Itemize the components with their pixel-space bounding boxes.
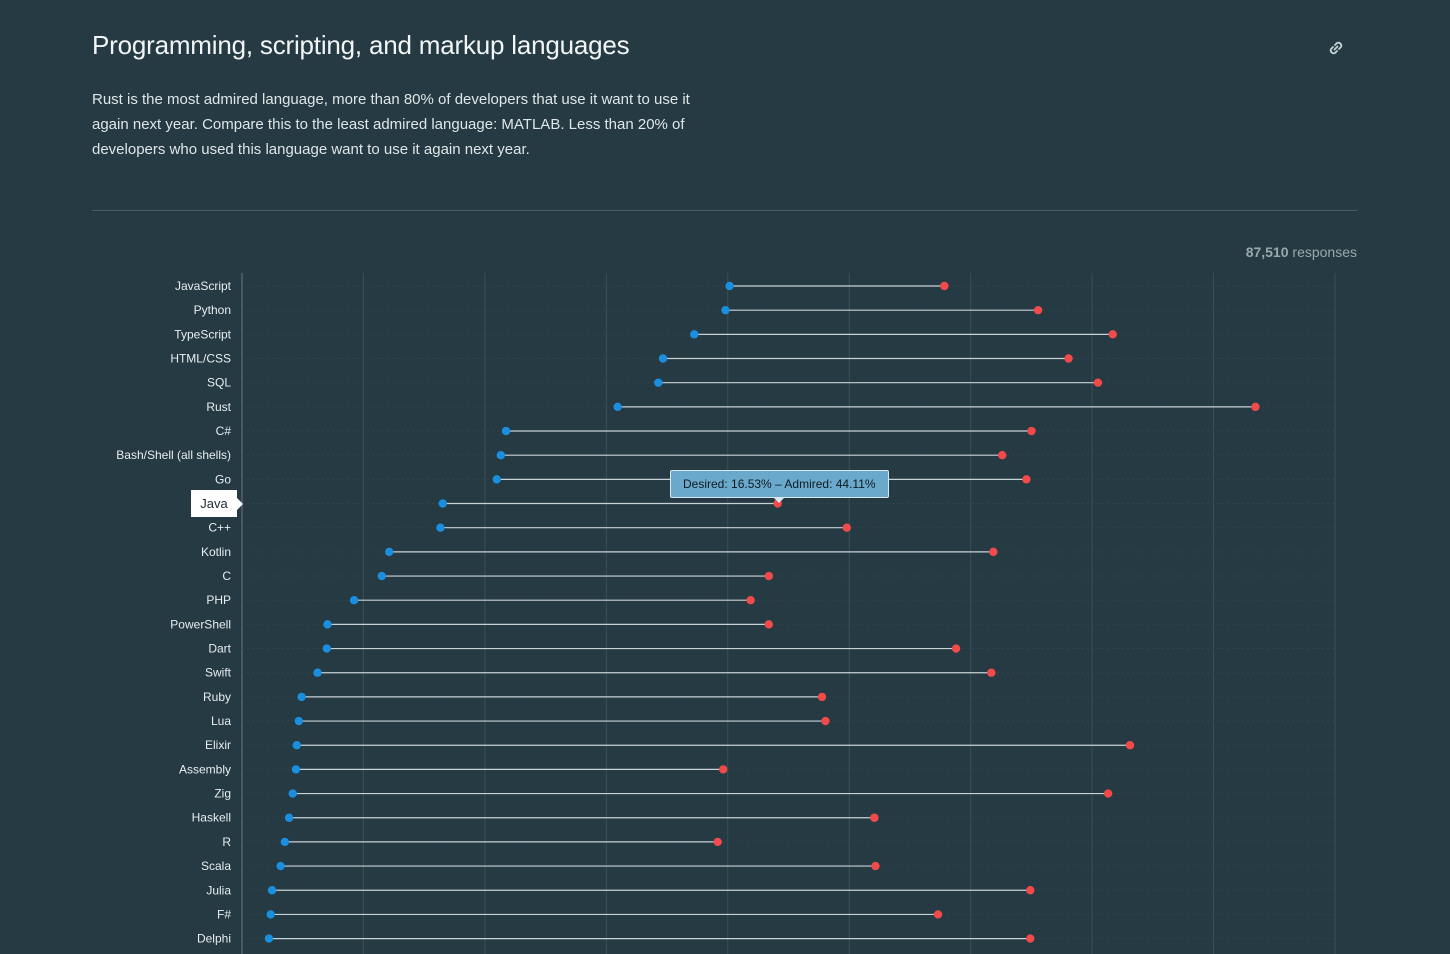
category-label: Go — [215, 472, 231, 486]
category-label: Python — [194, 303, 231, 317]
responses-count: 87,510 responses — [1246, 244, 1357, 260]
category-label: Dart — [208, 642, 231, 656]
category-label: JavaScript — [175, 279, 232, 293]
category-label: Swift — [205, 666, 232, 680]
category-label: Julia — [206, 883, 231, 897]
desired-point — [658, 354, 668, 363]
desired-point — [496, 450, 505, 460]
desired-point — [291, 765, 301, 774]
category-label: C# — [216, 424, 232, 438]
category-label: C++ — [208, 521, 231, 535]
category-label: Zig — [214, 787, 231, 801]
desired-point — [349, 596, 359, 605]
desired-point — [284, 813, 294, 822]
category-label: PowerShell — [170, 617, 231, 631]
desired-point — [294, 716, 304, 726]
desired-point — [276, 861, 285, 871]
admired-point — [870, 813, 879, 822]
category-label: Delphi — [197, 932, 231, 946]
admired-point — [1033, 305, 1043, 315]
highlighted-category-label: Java — [191, 490, 243, 517]
admired-point — [1108, 330, 1117, 339]
admired-point — [746, 596, 755, 605]
admired-point — [1251, 402, 1260, 412]
desired-point — [267, 886, 277, 895]
desired-point — [501, 426, 511, 436]
admired-point — [1026, 886, 1035, 895]
section-divider — [92, 210, 1357, 211]
category-label: Assembly — [179, 762, 231, 776]
admired-point — [1125, 741, 1135, 750]
category-label: Elixir — [205, 738, 231, 752]
desired-point — [313, 668, 322, 677]
desired-point — [264, 934, 274, 943]
desired-point — [492, 475, 501, 484]
category-label: C — [222, 569, 231, 583]
desired-point — [377, 571, 386, 581]
category-label: Bash/Shell (all shells) — [116, 448, 231, 462]
admired-point — [998, 450, 1007, 460]
desired-point — [725, 281, 734, 291]
desired-point — [288, 789, 297, 798]
admired-point — [713, 837, 722, 847]
chart-tooltip: Desired: 16.53% – Admired: 44.11% — [670, 470, 889, 503]
admired-point — [933, 910, 943, 919]
admired-point — [1022, 475, 1031, 484]
admired-point — [842, 523, 851, 532]
responses-label: responses — [1292, 244, 1357, 260]
desired-point — [292, 741, 301, 750]
admired-point — [940, 281, 949, 291]
category-label: Lua — [211, 714, 231, 728]
admired-point — [871, 861, 880, 871]
category-label: Scala — [201, 859, 231, 873]
desired-point — [721, 305, 730, 315]
desired-point — [690, 330, 699, 339]
link-icon-glyph — [1329, 41, 1343, 55]
desired-point — [322, 644, 331, 653]
category-label: R — [222, 835, 231, 849]
desired-point — [438, 499, 447, 508]
admired-point — [1026, 934, 1035, 943]
category-label: Ruby — [203, 690, 231, 704]
admired-point — [1027, 426, 1036, 436]
category-label: HTML/CSS — [170, 352, 231, 366]
admired-point — [951, 644, 961, 653]
category-label: PHP — [206, 593, 231, 607]
desired-point — [436, 523, 445, 532]
category-label: Rust — [206, 400, 231, 414]
chart-description: Rust is the most admired language, more … — [92, 91, 690, 158]
category-label: F# — [217, 907, 231, 921]
admired-point — [989, 547, 998, 557]
page-title: Programming, scripting, and markup langu… — [92, 30, 630, 60]
responses-number: 87,510 — [1245, 244, 1289, 260]
desired-point — [323, 620, 332, 629]
desired-point — [613, 402, 622, 412]
desired-point — [297, 692, 306, 702]
admired-point — [987, 668, 996, 677]
admired-point — [1093, 378, 1103, 387]
admired-point — [1064, 354, 1073, 363]
admired-point — [764, 571, 774, 581]
desired-point — [266, 910, 275, 919]
category-label: Haskell — [192, 811, 231, 825]
category-label: Kotlin — [201, 545, 231, 559]
desired-point — [654, 378, 663, 387]
admired-point — [817, 692, 827, 702]
desired-point — [384, 547, 394, 557]
admired-point — [821, 716, 830, 726]
category-label: TypeScript — [174, 327, 231, 341]
admired-point — [718, 765, 728, 774]
admired-point — [764, 620, 774, 629]
admired-point — [1103, 789, 1113, 798]
link-icon[interactable] — [1324, 36, 1348, 60]
category-label: SQL — [207, 376, 231, 390]
desired-point — [280, 837, 290, 847]
